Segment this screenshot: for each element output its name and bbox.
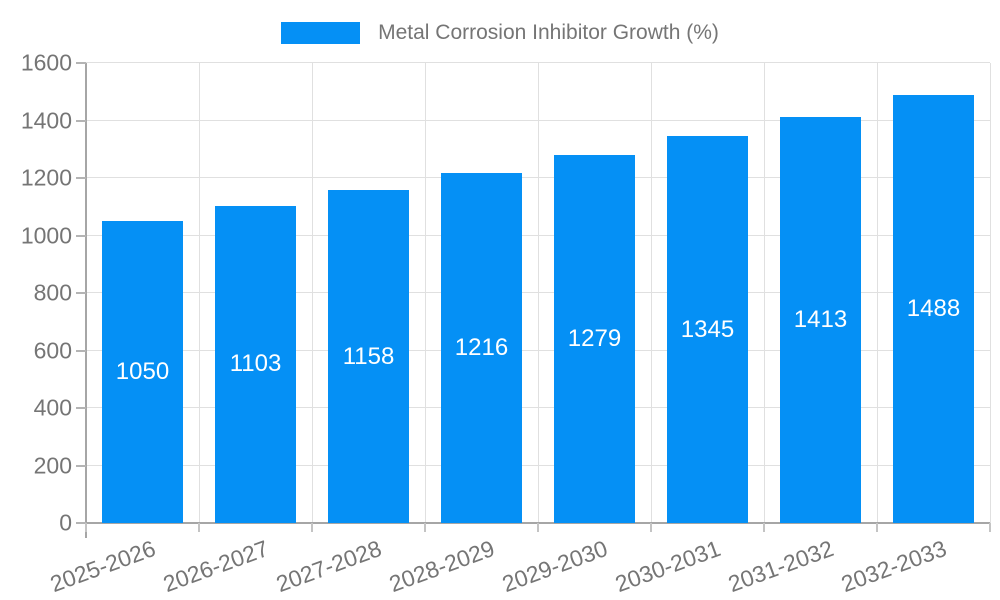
y-axis-tick: [76, 464, 86, 467]
y-axis-label: 1200: [20, 164, 72, 191]
y-axis-label: 600: [33, 337, 72, 363]
y-axis-tick: [76, 349, 86, 352]
y-axis-tick: [76, 234, 86, 237]
x-axis-tick: [424, 523, 426, 532]
y-axis-tick: [76, 292, 86, 294]
bar[interactable]: 1216: [441, 173, 522, 523]
x-axis-label: 2028-2029: [385, 535, 498, 598]
x-axis-label: 2031-2032: [724, 535, 837, 598]
x-axis-line: [76, 522, 990, 524]
x-axis-tick: [989, 523, 991, 532]
x-axis-tick: [198, 523, 200, 532]
bar-value-label: 1050: [115, 358, 170, 386]
bar-value-label: 1216: [454, 334, 509, 362]
gridline-vertical: [990, 63, 991, 523]
y-axis-label: 200: [33, 452, 72, 478]
y-axis-label: 0: [59, 509, 72, 536]
x-axis-label: 2026-2027: [159, 535, 272, 598]
gridline-vertical: [651, 63, 652, 523]
y-axis-label: 800: [33, 279, 72, 306]
x-axis-tick: [85, 523, 87, 532]
y-axis-label: 1400: [20, 107, 72, 133]
y-axis-tick: [76, 177, 86, 179]
bar-value-label: 1158: [342, 342, 395, 370]
gridline-horizontal: [86, 62, 990, 63]
y-axis-label: 1000: [20, 222, 72, 248]
x-axis-label: 2025-2026: [46, 535, 159, 598]
y-axis-tick: [76, 522, 86, 524]
gridline-vertical: [877, 63, 878, 523]
y-axis-tick: [76, 62, 86, 64]
bar[interactable]: 1050: [102, 221, 183, 523]
gridline-vertical: [538, 63, 539, 523]
y-axis-tick: [76, 407, 86, 409]
gridline-vertical: [199, 63, 200, 523]
bar[interactable]: 1103: [215, 205, 296, 523]
legend-swatch: [281, 22, 361, 44]
x-axis-label: 2032-2033: [837, 535, 950, 598]
bar-value-label: 1488: [906, 295, 961, 323]
x-axis-label: 2029-2030: [498, 535, 611, 598]
x-axis-tick: [876, 523, 878, 532]
bar[interactable]: 1413: [780, 116, 861, 523]
x-axis-tick: [311, 523, 313, 532]
bar[interactable]: 1345: [667, 136, 748, 523]
gridline-vertical: [312, 63, 313, 523]
bar[interactable]: 1158: [328, 190, 409, 523]
x-axis-label: 2027-2028: [272, 535, 385, 598]
legend-label: Metal Corrosion Inhibitor Growth (%): [378, 21, 719, 44]
bar-value-label: 1413: [793, 305, 848, 333]
plot-area: 0 200 400 600 800 1000 1200 1400 1600 1050 2025-20…: [21, 50, 991, 597]
bar[interactable]: 1279: [554, 155, 635, 523]
bar-value-label: 1279: [567, 325, 622, 353]
y-axis-tick: [76, 119, 86, 122]
x-axis-tick: [537, 523, 539, 532]
x-axis-label: 2030-2031: [611, 535, 724, 598]
bar-value-label: 1103: [229, 350, 282, 378]
y-axis-line: [85, 63, 87, 538]
y-axis-label: 400: [33, 394, 72, 421]
bar[interactable]: 1488: [893, 95, 974, 523]
x-axis-tick: [763, 523, 765, 532]
y-axis-label: 1600: [20, 49, 72, 76]
gridline-vertical: [425, 63, 426, 523]
x-axis-tick: [650, 523, 652, 532]
bar-value-label: 1345: [680, 315, 735, 343]
legend[interactable]: Metal Corrosion Inhibitor Growth (%): [0, 17, 1000, 49]
gridline-vertical: [764, 63, 765, 523]
